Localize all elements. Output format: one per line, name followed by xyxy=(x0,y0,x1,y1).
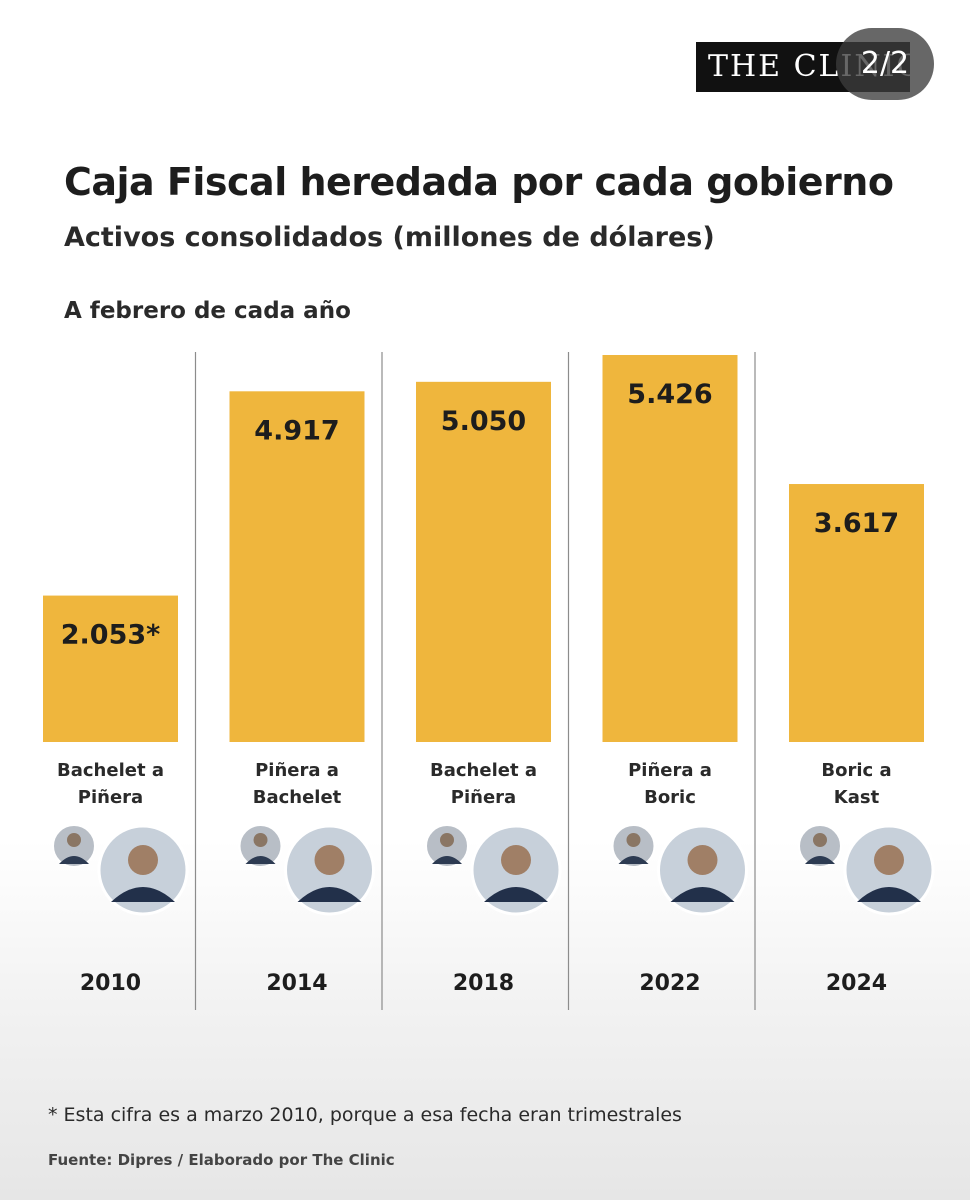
transition-label: Piñera a xyxy=(255,760,339,781)
avatar-incoming-body xyxy=(297,887,362,902)
avatar-outgoing-head xyxy=(626,833,641,847)
chart-subtitle: Activos consolidados (millones de dólare… xyxy=(64,222,715,253)
source-credit: Fuente: Dipres / Elaborado por The Clini… xyxy=(48,1151,395,1169)
avatar-outgoing-head xyxy=(440,833,454,847)
bar-value-label: 5.050 xyxy=(441,406,526,437)
bar-value-label: 3.617 xyxy=(814,508,899,539)
avatar-outgoing-head xyxy=(253,833,268,847)
year-label: 2024 xyxy=(826,971,887,996)
transition-label: Boric xyxy=(644,787,696,808)
transition-label: Bachelet xyxy=(253,787,342,808)
bar-value-label: 4.917 xyxy=(254,415,339,446)
avatar-outgoing-head xyxy=(67,833,81,847)
bar-2022 xyxy=(602,355,738,742)
slide-counter: 2/2 xyxy=(836,28,934,100)
year-label: 2014 xyxy=(266,971,327,996)
transition-label: Piñera a xyxy=(628,760,712,781)
avatar-outgoing-head xyxy=(813,833,827,847)
chart-note: A febrero de cada año xyxy=(64,298,351,324)
avatar-incoming-head xyxy=(128,845,158,875)
year-label: 2010 xyxy=(80,971,141,996)
avatar-incoming-head xyxy=(687,845,718,875)
year-label: 2018 xyxy=(453,971,514,996)
footnote: * Esta cifra es a marzo 2010, porque a e… xyxy=(48,1104,682,1126)
bar-2014 xyxy=(229,391,365,742)
transition-label: Boric a xyxy=(821,760,891,781)
bar-2024 xyxy=(789,484,924,742)
bar-2010 xyxy=(43,595,178,742)
transition-label: Bachelet a xyxy=(430,760,537,781)
bar-2018 xyxy=(416,381,551,742)
transition-label: Piñera xyxy=(78,787,143,808)
avatar-incoming-body xyxy=(484,887,548,902)
bar-value-label: 5.426 xyxy=(627,379,712,410)
avatar-outgoing-body xyxy=(59,856,89,864)
avatar-incoming-body xyxy=(857,887,921,902)
transition-label: Piñera xyxy=(451,787,516,808)
chart-title: Caja Fiscal heredada por cada gobierno xyxy=(64,160,894,204)
transition-label: Bachelet a xyxy=(57,760,164,781)
avatar-incoming-body xyxy=(670,887,735,902)
avatar-outgoing-body xyxy=(618,856,649,864)
avatar-outgoing-body xyxy=(245,856,276,864)
avatar-outgoing-body xyxy=(432,856,462,864)
avatar-incoming-head xyxy=(874,845,904,875)
avatar-incoming-body xyxy=(111,887,175,902)
avatar-outgoing-body xyxy=(805,856,835,864)
avatar-incoming-head xyxy=(314,845,345,875)
year-label: 2022 xyxy=(639,971,700,996)
bar-chart: 2.053* Bachelet a Piñera 2010 4.917 Piñera a B… xyxy=(43,352,935,1010)
avatar-incoming-head xyxy=(501,845,531,875)
transition-label: Kast xyxy=(834,787,880,808)
bar-value-label: 2.053* xyxy=(61,620,161,651)
